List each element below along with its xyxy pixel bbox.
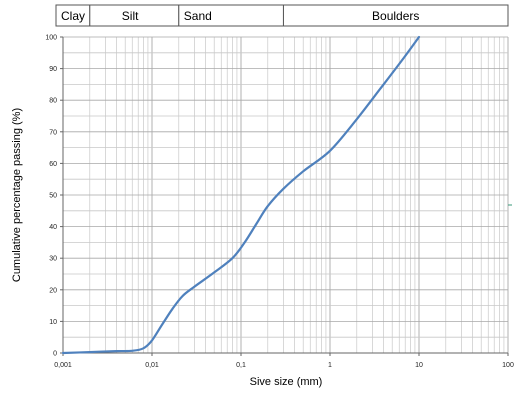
x-tick-label: 0,01 [145,362,159,369]
y-tick-label: 0 [53,351,57,358]
size-class-label: Clay [61,9,85,23]
y-tick-label: 90 [49,66,57,73]
x-axis-label: Sive size (mm) [250,376,323,388]
y-tick-label: 80 [49,98,57,105]
series-layer [61,35,421,355]
x-tick-label: 100 [502,362,514,369]
x-tick-label: 10 [415,362,423,369]
size-class-header: Clay Silt Sand Boulders [55,4,509,27]
y-tick-label: 30 [49,256,57,263]
y-tick-label: 60 [49,161,57,168]
plot-grid [62,36,509,353]
size-class-label: Boulders [372,9,419,23]
x-tick-label: 1 [328,362,332,369]
size-class-label: Sand [184,9,212,23]
y-tick-label: 50 [49,193,57,200]
x-tick-label: 0,001 [54,362,72,369]
tick-labels: 0 10 20 30 40 50 60 70 80 90 100 0,001 0,01 0,1 1 10 100 [45,35,514,370]
y-tick-label: 40 [49,224,57,231]
size-class-label: Silt [122,9,139,23]
y-tick-label: 100 [45,35,57,42]
grading-curve-line [61,35,421,355]
x-tick-label: 0,1 [236,362,246,369]
y-tick-label: 10 [49,319,57,326]
y-tick-label: 70 [49,129,57,136]
size-class-cell [282,4,509,27]
y-tick-label: 20 [49,287,57,294]
y-axis-label: Cumulative percentage passing (%) [11,108,23,282]
